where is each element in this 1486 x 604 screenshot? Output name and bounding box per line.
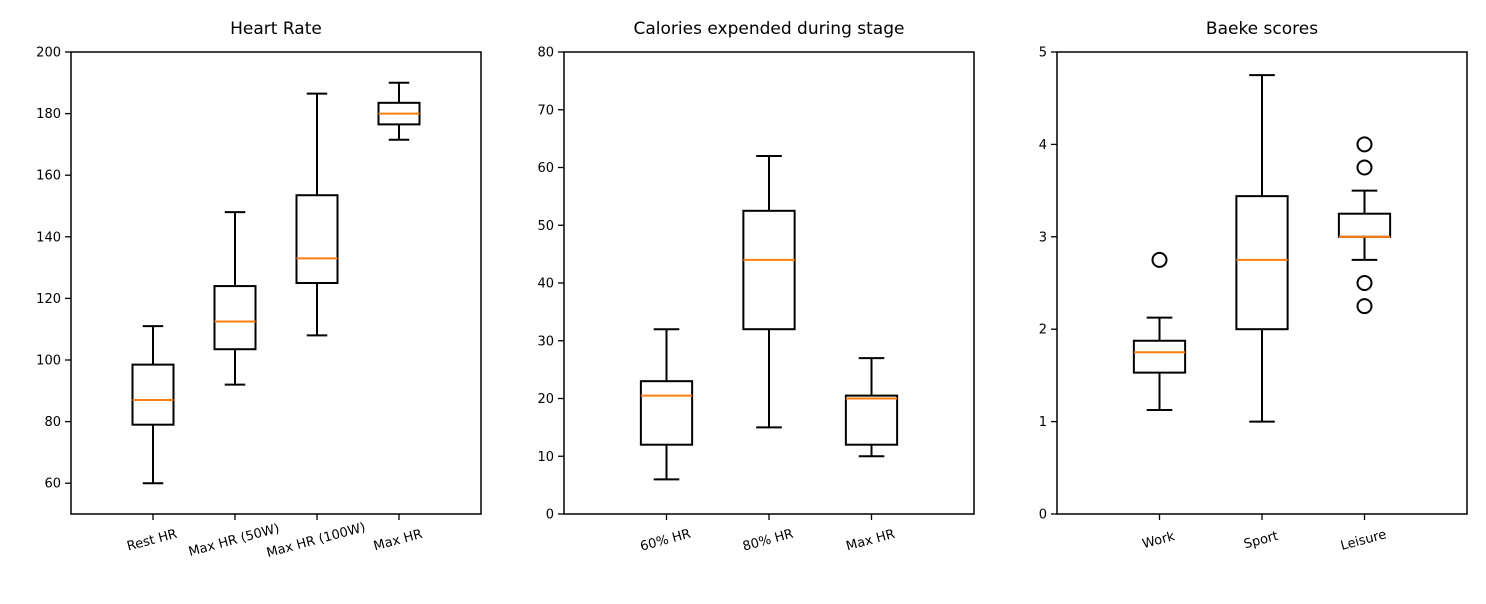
iqr-box	[1132, 339, 1187, 374]
y-tick-label: 60	[44, 477, 61, 492]
iqr-box	[1235, 195, 1289, 331]
x-tick-label: Work	[1141, 529, 1177, 552]
iqr-box	[844, 394, 899, 446]
iqr-box	[131, 363, 175, 426]
y-tick-label: 80	[537, 46, 554, 61]
box-80-hr	[742, 154, 796, 429]
x-tick-label: Sport	[1242, 529, 1280, 553]
y-tick-label: 5	[1039, 46, 1047, 61]
x-tick-label: 80% HR	[741, 527, 795, 555]
x-tick-label: 60% HR	[639, 527, 693, 555]
box-max-hr-100w-	[295, 92, 339, 337]
y-tick-label: 0	[546, 508, 554, 523]
iqr-box	[742, 209, 796, 331]
box-max-hr-50w-	[213, 211, 257, 386]
y-tick-label: 0	[1039, 508, 1047, 523]
chart-panel-3: Baeke scores 0 1 2 3 4 5 Work Sport Leisure	[1039, 19, 1468, 554]
y-tick-label: 50	[537, 219, 554, 234]
box-leisure	[1337, 136, 1392, 315]
outlier-point	[1356, 136, 1373, 153]
y-tick-label: 200	[36, 46, 61, 61]
box-rest-hr	[131, 325, 175, 485]
chart-title: Heart Rate	[230, 19, 322, 39]
box-work	[1132, 251, 1187, 412]
x-tick-label: Max HR	[372, 527, 424, 554]
axes-frame	[70, 51, 482, 515]
iqr-box	[639, 380, 694, 446]
outlier-point	[1151, 251, 1168, 268]
outlier-point	[1356, 159, 1373, 176]
chart-title: Calories expended during stage	[634, 19, 905, 39]
iqr-box	[1337, 212, 1392, 238]
box-60-hr	[639, 328, 694, 481]
y-tick-label: 180	[36, 107, 61, 122]
y-tick-label: 100	[36, 354, 61, 369]
box-max-hr	[377, 81, 421, 141]
x-tick-label: Leisure	[1339, 527, 1388, 554]
chart-title: Baeke scores	[1206, 19, 1318, 39]
y-tick-label: 160	[36, 169, 61, 184]
iqr-box	[213, 285, 257, 351]
box-max-hr	[844, 357, 899, 458]
axes-frame	[1056, 51, 1468, 515]
outlier-point	[1356, 298, 1373, 315]
x-tick-label: Max HR (100W)	[265, 520, 367, 561]
y-tick-label: 2	[1039, 323, 1047, 338]
iqr-box	[295, 194, 339, 284]
y-tick-label: 70	[537, 103, 554, 118]
y-tick-label: 120	[36, 292, 61, 307]
chart-panel-2: Calories expended during stage 0 10 20 30 40 5…	[537, 19, 975, 555]
y-tick-label: 3	[1039, 230, 1047, 245]
outlier-point	[1356, 275, 1373, 291]
chart-panel-1: Heart Rate 60 80 100 120 140 160 180 200 Rest HR M…	[36, 19, 482, 561]
y-tick-label: 140	[36, 230, 61, 245]
y-tick-label: 1	[1039, 415, 1047, 430]
y-tick-label: 10	[537, 450, 554, 465]
box-sport	[1235, 74, 1289, 423]
y-tick-label: 4	[1039, 138, 1047, 153]
y-tick-label: 80	[44, 415, 61, 430]
y-tick-label: 20	[537, 392, 554, 407]
x-tick-label: Max HR	[845, 527, 897, 554]
y-tick-label: 30	[537, 334, 554, 349]
y-tick-label: 40	[537, 277, 554, 292]
x-tick-label: Rest HR	[125, 527, 178, 555]
y-tick-label: 60	[537, 161, 554, 176]
axes-frame	[563, 51, 975, 515]
